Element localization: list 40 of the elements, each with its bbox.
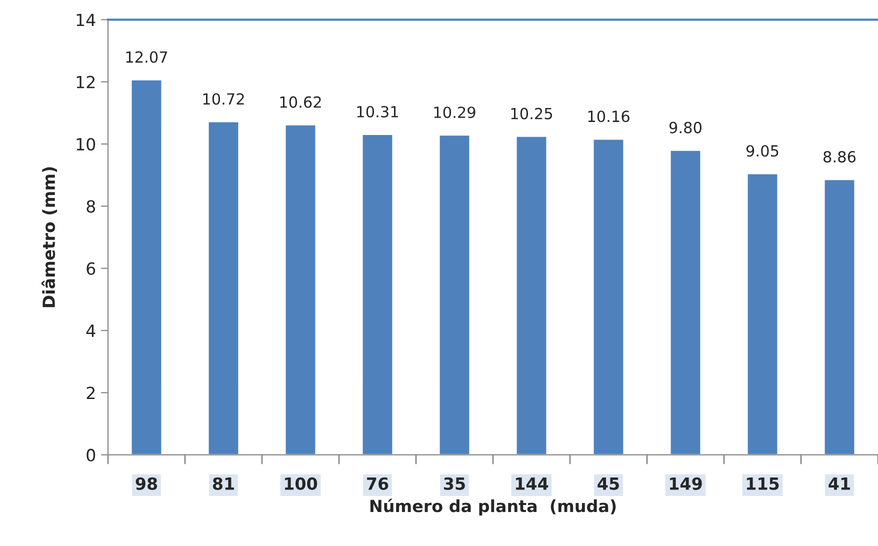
y-tick-label: 2	[86, 386, 95, 399]
bar	[515, 136, 548, 455]
bar	[361, 134, 394, 455]
x-axis-title: Número da planta (muda)	[370, 498, 616, 516]
bar	[207, 120, 240, 455]
bar	[823, 178, 856, 455]
data-label: 10.62	[280, 96, 321, 108]
x-tick-label: 98	[136, 477, 158, 490]
y-axis-title: Diâmetro (mm)	[42, 167, 58, 308]
data-label: 12.07	[126, 51, 168, 63]
x-tick-label: 45	[598, 478, 619, 490]
bar	[592, 138, 625, 455]
x-tick-label: 76	[367, 477, 388, 490]
x-tick-label: 81	[212, 477, 234, 490]
data-label: 10.16	[588, 110, 630, 122]
y-tick-label: 0	[86, 448, 96, 462]
bar	[284, 124, 317, 455]
y-tick-label: 6	[86, 262, 96, 275]
y-tick-label: 4	[86, 324, 96, 337]
x-tick-label: 41	[828, 478, 850, 490]
data-label: 10.29	[434, 106, 476, 118]
data-label: 10.72	[203, 93, 244, 105]
bar	[438, 134, 471, 455]
bar	[746, 172, 779, 455]
x-tick-label: 100	[284, 477, 318, 490]
data-label: 10.31	[357, 106, 398, 118]
y-tick-label: 10	[76, 138, 96, 151]
data-label: 8.86	[824, 151, 856, 163]
x-tick-label: 144	[516, 478, 548, 490]
x-tick-label: 149	[670, 477, 702, 490]
bar	[669, 150, 702, 455]
y-tick-label: 8	[86, 200, 96, 213]
y-tick-label: 12	[76, 76, 95, 88]
data-label: 9.80	[669, 122, 702, 134]
y-tick-label: 14	[76, 14, 96, 26]
data-label: 9.05	[746, 145, 778, 157]
x-tick-label: 35	[444, 477, 465, 490]
x-tick-label: 115	[746, 478, 779, 490]
bar	[130, 78, 163, 455]
data-label: 10.25	[511, 108, 552, 120]
